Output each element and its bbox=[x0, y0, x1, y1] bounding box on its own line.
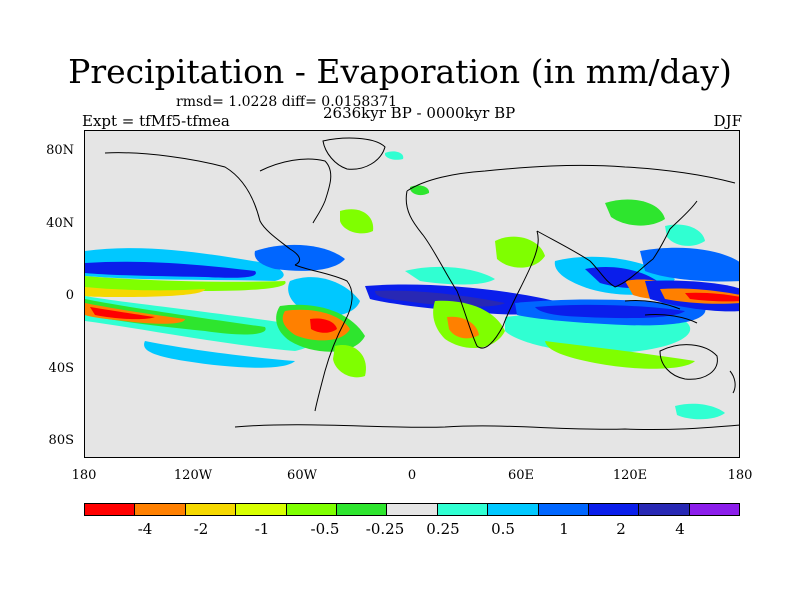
colorbar-swatch bbox=[185, 504, 237, 515]
colorbar-label: -1 bbox=[254, 520, 270, 538]
colorbar-swatch bbox=[236, 504, 287, 515]
colorbar-swatch bbox=[639, 504, 690, 515]
colorbar-swatch bbox=[689, 504, 740, 515]
lat-label-40s: 40S bbox=[48, 361, 74, 376]
colorbar-swatch bbox=[437, 504, 489, 515]
colorbar-swatch bbox=[588, 504, 640, 515]
lon-label-0: 0 bbox=[407, 468, 417, 483]
lon-label-120e: 120E bbox=[612, 468, 648, 483]
colorbar-label: 2 bbox=[616, 520, 626, 538]
colorbar-swatch bbox=[85, 504, 136, 515]
lon-label-180w: 180 bbox=[71, 468, 97, 483]
map-panel bbox=[84, 130, 740, 458]
colorbar-swatch bbox=[387, 504, 438, 515]
colorbar-label: -2 bbox=[193, 520, 209, 538]
lon-label-60w: 60W bbox=[287, 468, 317, 483]
colorbar-swatch bbox=[286, 504, 337, 515]
lat-label-eq: 0 bbox=[65, 288, 74, 303]
colorbar-swatch bbox=[336, 504, 388, 515]
coastline-outlines bbox=[104, 137, 739, 431]
colorbar-label: 1 bbox=[559, 520, 569, 538]
colorbar-label: 4 bbox=[675, 520, 685, 538]
experiment-label: Expt = tfMf5-tfmea bbox=[82, 112, 230, 130]
pe-anomaly-fields bbox=[85, 151, 739, 420]
rmsd-diff-stats: rmsd= 1.0228 diff= 0.0158371 bbox=[176, 94, 398, 110]
colorbar-swatch bbox=[538, 504, 589, 515]
colorbar-swatch bbox=[488, 504, 539, 515]
lon-label-60e: 60E bbox=[507, 468, 535, 483]
colorbar bbox=[84, 503, 740, 516]
lat-label-40n: 40N bbox=[46, 216, 74, 231]
lon-label-120w: 120W bbox=[173, 468, 213, 483]
colorbar-label: 0.25 bbox=[426, 520, 460, 538]
pe-field-map bbox=[85, 137, 739, 431]
colorbar-swatch bbox=[135, 504, 186, 515]
colorbar-label: -0.25 bbox=[365, 520, 405, 538]
colorbar-label: 0.5 bbox=[491, 520, 515, 538]
colorbar-label: -0.5 bbox=[310, 520, 340, 538]
lat-label-80n: 80N bbox=[46, 143, 74, 158]
lon-label-180e: 180 bbox=[727, 468, 753, 483]
plot-title: Precipitation - Evaporation (in mm/day) bbox=[68, 52, 732, 91]
colorbar-label: -4 bbox=[137, 520, 153, 538]
lat-label-80s: 80S bbox=[48, 433, 74, 448]
period-label: 2636kyr BP - 0000kyr BP bbox=[323, 104, 516, 122]
season-label: DJF bbox=[713, 112, 742, 130]
